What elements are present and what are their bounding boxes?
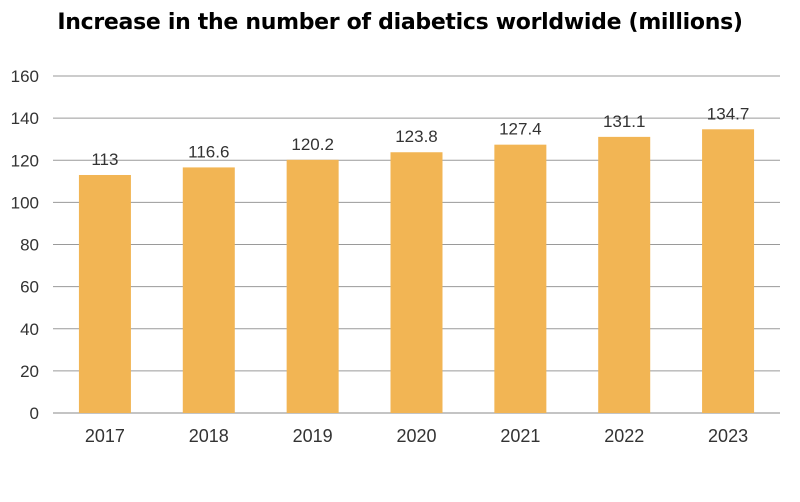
bar <box>286 159 339 413</box>
bar <box>78 174 131 413</box>
x-tick-label: 2021 <box>500 426 540 446</box>
y-tick-label: 0 <box>30 404 39 423</box>
data-label: 120.2 <box>291 135 334 154</box>
bar <box>390 152 443 413</box>
x-tick-label: 2023 <box>708 426 748 446</box>
data-label: 116.6 <box>188 142 229 161</box>
x-tick-label: 2020 <box>396 426 436 446</box>
bar <box>494 144 547 413</box>
y-tick-label: 140 <box>11 109 39 128</box>
bar <box>702 129 755 413</box>
data-label: 134.7 <box>707 104 750 123</box>
y-tick-label: 60 <box>20 278 39 297</box>
x-tick-label: 2022 <box>604 426 644 446</box>
chart-title: Increase in the number of diabetics worl… <box>57 10 743 35</box>
y-tick-label: 100 <box>11 193 39 212</box>
x-tick-label: 2018 <box>189 426 229 446</box>
x-tick-label: 2019 <box>293 426 333 446</box>
x-tick-label: 2017 <box>85 426 125 446</box>
y-tick-label: 160 <box>11 67 39 86</box>
y-tick-label: 120 <box>11 151 39 170</box>
bar <box>182 167 235 413</box>
data-label: 113 <box>91 150 118 169</box>
y-tick-label: 80 <box>20 236 39 255</box>
y-tick-label: 20 <box>20 362 39 381</box>
data-label: 127.4 <box>499 120 542 139</box>
y-tick-label: 40 <box>20 320 39 339</box>
data-label: 123.8 <box>395 127 438 146</box>
data-label: 131.1 <box>603 112 646 131</box>
bar <box>598 136 651 414</box>
